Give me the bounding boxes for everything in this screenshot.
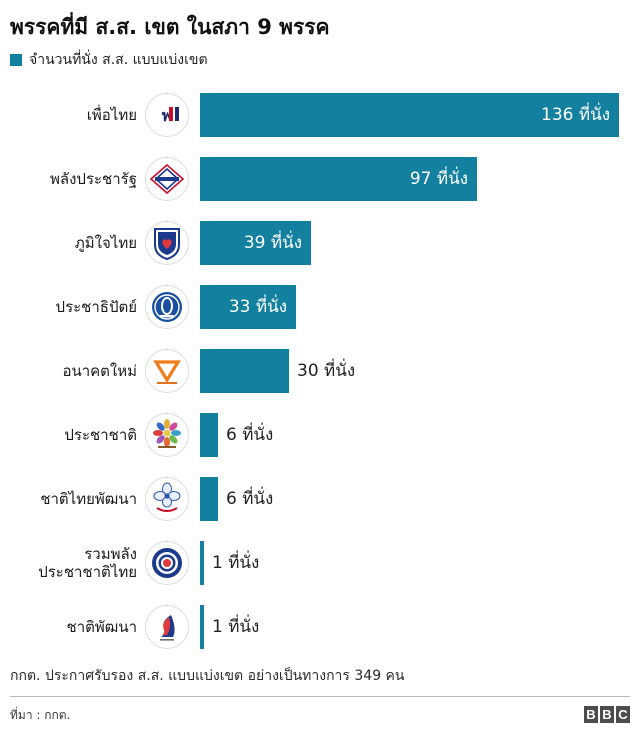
legend-label: จำนวนที่นั่ง ส.ส. แบบแบ่งเขต xyxy=(29,52,208,68)
bar-value-label: 6 ที่นั่ง xyxy=(226,424,274,445)
bar-value-label: 33 ที่นั่ง xyxy=(228,296,287,317)
source-row: ที่มา : กกต. B B C xyxy=(10,697,630,723)
bar-track: 1 ที่นั่ง xyxy=(200,605,630,649)
bar-row: ชาติไทยพัฒนา 6 ที่นั่ง xyxy=(10,467,630,531)
bar-row: ประชาชาติ xyxy=(10,403,630,467)
divider xyxy=(10,696,630,697)
bar-track: 1 ที่นั่ง xyxy=(200,541,630,585)
pheu-thai-logo: พ xyxy=(145,93,189,137)
bar-track: 39 ที่นั่ง xyxy=(200,221,630,265)
svg-text:พ: พ xyxy=(162,106,173,125)
party-label: เพื่อไทย xyxy=(86,106,137,124)
bbc-logo: B B C xyxy=(584,706,630,723)
bar-track: 6 ที่นั่ง xyxy=(200,413,630,457)
bar: 39 ที่นั่ง xyxy=(200,221,311,265)
page-title: พรรคที่มี ส.ส. เขต ในสภา 9 พรรค xyxy=(10,15,330,39)
bar xyxy=(200,413,218,457)
bar-value-label: 1 ที่นั่ง xyxy=(212,552,260,573)
bar-track: 30 ที่นั่ง xyxy=(200,349,630,393)
bar-row: ประชาธิปัตย์ 33 ที่นั่ง xyxy=(10,275,630,339)
future-forward-logo xyxy=(145,349,189,393)
legend: จำนวนที่นั่ง ส.ส. แบบแบ่งเขต xyxy=(10,51,630,69)
bar: 136 ที่นั่ง xyxy=(200,93,619,137)
bhumjaithai-logo xyxy=(145,221,189,265)
bar-row: เพื่อไทย พ 136 ที่นั่ง xyxy=(10,83,630,147)
bar-track: 33 ที่นั่ง xyxy=(200,285,630,329)
bar-value-label: 6 ที่นั่ง xyxy=(226,488,274,509)
bar-row: ภูมิใจไทย 39 ที่นั่ง xyxy=(10,211,630,275)
chartpattana-logo xyxy=(145,605,189,649)
bar-row: ชาติพัฒนา 1 ที่นั่ง xyxy=(10,595,630,659)
bar-value-label: 97 ที่นั่ง xyxy=(409,168,468,189)
party-label: รวมพลัง ประชาชาติไทย xyxy=(38,545,137,581)
bar-rows: เพื่อไทย พ 136 ที่นั่ง พลังประชารัฐ xyxy=(10,83,630,659)
chartthaipattana-logo xyxy=(145,477,189,521)
bar-value-label: 30 ที่นั่ง xyxy=(297,360,356,381)
party-label: อนาคตใหม่ xyxy=(62,362,137,380)
bbc-letter-c: C xyxy=(616,706,630,723)
ruamphalang-logo xyxy=(145,541,189,585)
palang-pracharath-logo xyxy=(145,157,189,201)
bar xyxy=(200,477,218,521)
bbc-letter-b2: B xyxy=(600,706,614,723)
prachachat-logo xyxy=(145,413,189,457)
party-label: ชาติพัฒนา xyxy=(66,618,137,636)
footnote: กกต. ประกาศรับรอง ส.ส. แบบแบ่งเขต อย่างเ… xyxy=(10,668,405,684)
bar-track: 97 ที่นั่ง xyxy=(200,157,630,201)
bbc-letter-b1: B xyxy=(584,706,598,723)
party-label: ภูมิใจไทย xyxy=(74,234,137,252)
source-label: ที่มา : กกต. xyxy=(10,707,71,722)
party-label: ประชาธิปัตย์ xyxy=(55,298,137,316)
democrat-logo xyxy=(145,285,189,329)
bar-row: รวมพลัง ประชาชาติไทย 1 ที่นั่ง xyxy=(10,531,630,595)
bar xyxy=(200,541,204,585)
party-label: ชาติไทยพัฒนา xyxy=(40,490,137,508)
bar-row: พลังประชารัฐ 97 ที่นั่ง xyxy=(10,147,630,211)
bar-track: 136 ที่นั่ง xyxy=(200,93,630,137)
party-label: ประชาชาติ xyxy=(64,426,137,444)
party-label: พลังประชารัฐ xyxy=(50,170,137,188)
bar-value-label: 136 ที่นั่ง xyxy=(541,104,610,125)
bar xyxy=(200,349,289,393)
bar-value-label: 1 ที่นั่ง xyxy=(212,616,260,637)
bar-row: อนาคตใหม่ 30 ที่นั่ง xyxy=(10,339,630,403)
bar: 33 ที่นั่ง xyxy=(200,285,296,329)
bar: 97 ที่นั่ง xyxy=(200,157,477,201)
bar-track: 6 ที่นั่ง xyxy=(200,477,630,521)
legend-color-swatch xyxy=(10,54,22,66)
bar xyxy=(200,605,204,649)
bar-value-label: 39 ที่นั่ง xyxy=(243,232,302,253)
